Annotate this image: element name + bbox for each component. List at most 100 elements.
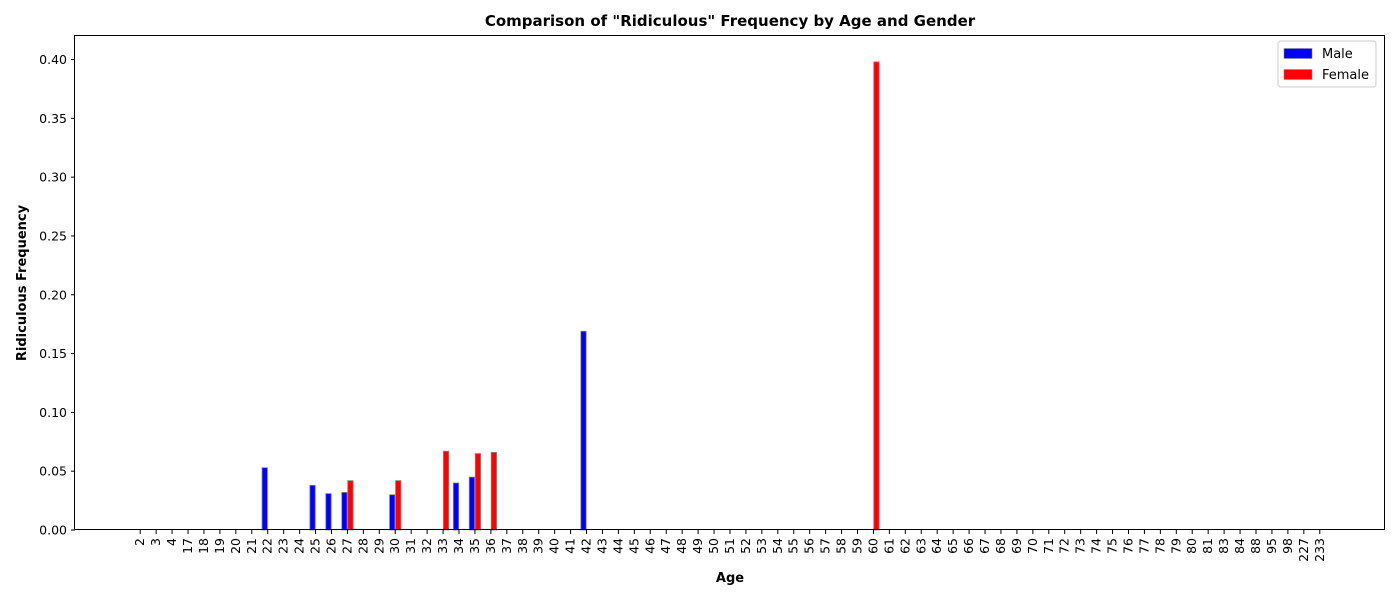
x-tick-label: 59 bbox=[850, 538, 865, 554]
legend-swatch-female bbox=[1283, 69, 1313, 80]
legend-label-female: Female bbox=[1322, 68, 1369, 83]
x-tick-label: 42 bbox=[579, 538, 594, 554]
x-tick-label: 31 bbox=[403, 538, 418, 554]
x-tick-label: 23 bbox=[276, 538, 291, 554]
x-tick-label: 73 bbox=[1073, 538, 1088, 554]
bar-male bbox=[325, 493, 332, 531]
bar-female bbox=[474, 453, 482, 531]
x-tick-label: 58 bbox=[834, 538, 849, 554]
y-tick-label: 0.25 bbox=[39, 228, 67, 243]
x-tick-label: 30 bbox=[387, 538, 402, 554]
y-axis: 0.00 0.05 0.10 0.15 0.20 0.25 0.30 0.35 0.40 bbox=[39, 52, 75, 538]
x-tick-label: 71 bbox=[1041, 538, 1056, 554]
plot-frame bbox=[74, 35, 1385, 530]
x-tick-label: 51 bbox=[722, 538, 737, 554]
x-tick-label: 18 bbox=[196, 538, 211, 554]
x-tick-label: 47 bbox=[658, 538, 673, 554]
bar-male bbox=[261, 467, 268, 531]
chart-title: Comparison of "Ridiculous" Frequency by … bbox=[485, 12, 976, 30]
x-tick-label: 41 bbox=[563, 538, 578, 554]
y-tick-label: 0.20 bbox=[39, 287, 67, 302]
y-tick-label: 0.15 bbox=[39, 346, 67, 361]
x-tick-label: 32 bbox=[419, 538, 434, 554]
x-tick-label: 34 bbox=[451, 538, 466, 554]
bar-female bbox=[490, 451, 497, 531]
x-tick-label: 62 bbox=[897, 538, 912, 554]
x-tick-label: 24 bbox=[292, 538, 307, 554]
bar-male bbox=[341, 491, 348, 531]
x-tick-label: 68 bbox=[993, 538, 1008, 554]
bar-female bbox=[442, 450, 450, 531]
x-tick-label: 61 bbox=[881, 538, 896, 554]
x-tick-label: 55 bbox=[786, 538, 801, 554]
x-tick-label: 227 bbox=[1296, 538, 1311, 562]
x-axis-label: Age bbox=[716, 571, 744, 586]
x-tick-label: 72 bbox=[1057, 538, 1072, 554]
x-tick-label: 22 bbox=[260, 538, 275, 554]
x-tick-label: 35 bbox=[467, 538, 482, 554]
x-tick-label: 79 bbox=[1168, 538, 1183, 554]
x-tick-label: 53 bbox=[754, 538, 769, 554]
bar-female bbox=[873, 61, 880, 531]
bar-male bbox=[309, 484, 316, 531]
x-tick-label: 70 bbox=[1025, 538, 1040, 554]
plot-area bbox=[261, 61, 880, 531]
x-tick-label: 77 bbox=[1136, 538, 1151, 554]
x-tick-label: 28 bbox=[355, 538, 370, 554]
x-tick-label: 64 bbox=[929, 538, 944, 554]
x-tick-label: 83 bbox=[1216, 538, 1231, 554]
x-tick-label: 4 bbox=[164, 538, 179, 546]
x-tick-label: 54 bbox=[770, 538, 785, 554]
x-tick-label: 26 bbox=[323, 538, 338, 554]
x-tick-label: 44 bbox=[610, 538, 625, 554]
x-tick-label: 75 bbox=[1105, 538, 1120, 554]
x-tick-label: 66 bbox=[961, 538, 976, 554]
x-tick-label: 46 bbox=[642, 538, 657, 554]
x-tick-label: 56 bbox=[802, 538, 817, 554]
x-tick-label: 37 bbox=[499, 538, 514, 554]
bar-male bbox=[468, 476, 476, 531]
x-tick-label: 88 bbox=[1248, 538, 1263, 554]
x-tick-label: 74 bbox=[1089, 538, 1104, 554]
x-tick-label: 65 bbox=[945, 538, 960, 554]
y-tick-label: 0.00 bbox=[39, 523, 67, 538]
bar-male bbox=[452, 482, 460, 531]
y-tick-label: 0.10 bbox=[39, 405, 67, 420]
x-tick-label: 81 bbox=[1200, 538, 1215, 554]
x-tick-label: 52 bbox=[738, 538, 753, 554]
x-tick-label: 49 bbox=[690, 538, 705, 554]
x-tick-label: 69 bbox=[1009, 538, 1024, 554]
bar-female bbox=[347, 480, 354, 531]
x-tick-label: 39 bbox=[531, 538, 546, 554]
x-tick-label: 57 bbox=[818, 538, 833, 554]
x-tick-label: 40 bbox=[547, 538, 562, 554]
x-tick-label: 38 bbox=[515, 538, 530, 554]
bar-male bbox=[580, 330, 587, 531]
y-axis-label: Ridiculous Frequency bbox=[15, 204, 30, 361]
y-tick-label: 0.35 bbox=[39, 111, 67, 126]
legend: Male Female bbox=[1277, 40, 1377, 88]
x-tick-label: 27 bbox=[339, 538, 354, 554]
legend-swatch-male bbox=[1283, 48, 1313, 59]
x-tick-label: 21 bbox=[244, 538, 259, 554]
y-tick-label: 0.30 bbox=[39, 170, 67, 185]
x-tick-label: 63 bbox=[913, 538, 928, 554]
x-tick-label: 19 bbox=[212, 538, 227, 554]
x-tick-label: 17 bbox=[180, 538, 195, 554]
x-tick-label: 43 bbox=[594, 538, 609, 554]
x-tick-label: 33 bbox=[435, 538, 450, 554]
y-tick-label: 0.40 bbox=[39, 52, 67, 67]
x-tick-label: 78 bbox=[1152, 538, 1167, 554]
x-tick-label: 98 bbox=[1280, 538, 1295, 554]
x-tick-label: 50 bbox=[706, 538, 721, 554]
x-tick-label: 84 bbox=[1232, 538, 1247, 554]
x-tick-label: 48 bbox=[674, 538, 689, 554]
x-axis: 2 3 4 17 18 19 20 21 22 23 24 25 26 27 28 29 30 31 32 33 34 3… bbox=[132, 530, 1327, 562]
x-tick-label: 2 bbox=[132, 538, 147, 546]
x-tick-label: 29 bbox=[371, 538, 386, 554]
x-tick-label: 3 bbox=[148, 538, 163, 546]
x-tick-label: 80 bbox=[1184, 538, 1199, 554]
x-tick-label: 25 bbox=[308, 538, 323, 554]
x-tick-label: 20 bbox=[228, 538, 243, 554]
